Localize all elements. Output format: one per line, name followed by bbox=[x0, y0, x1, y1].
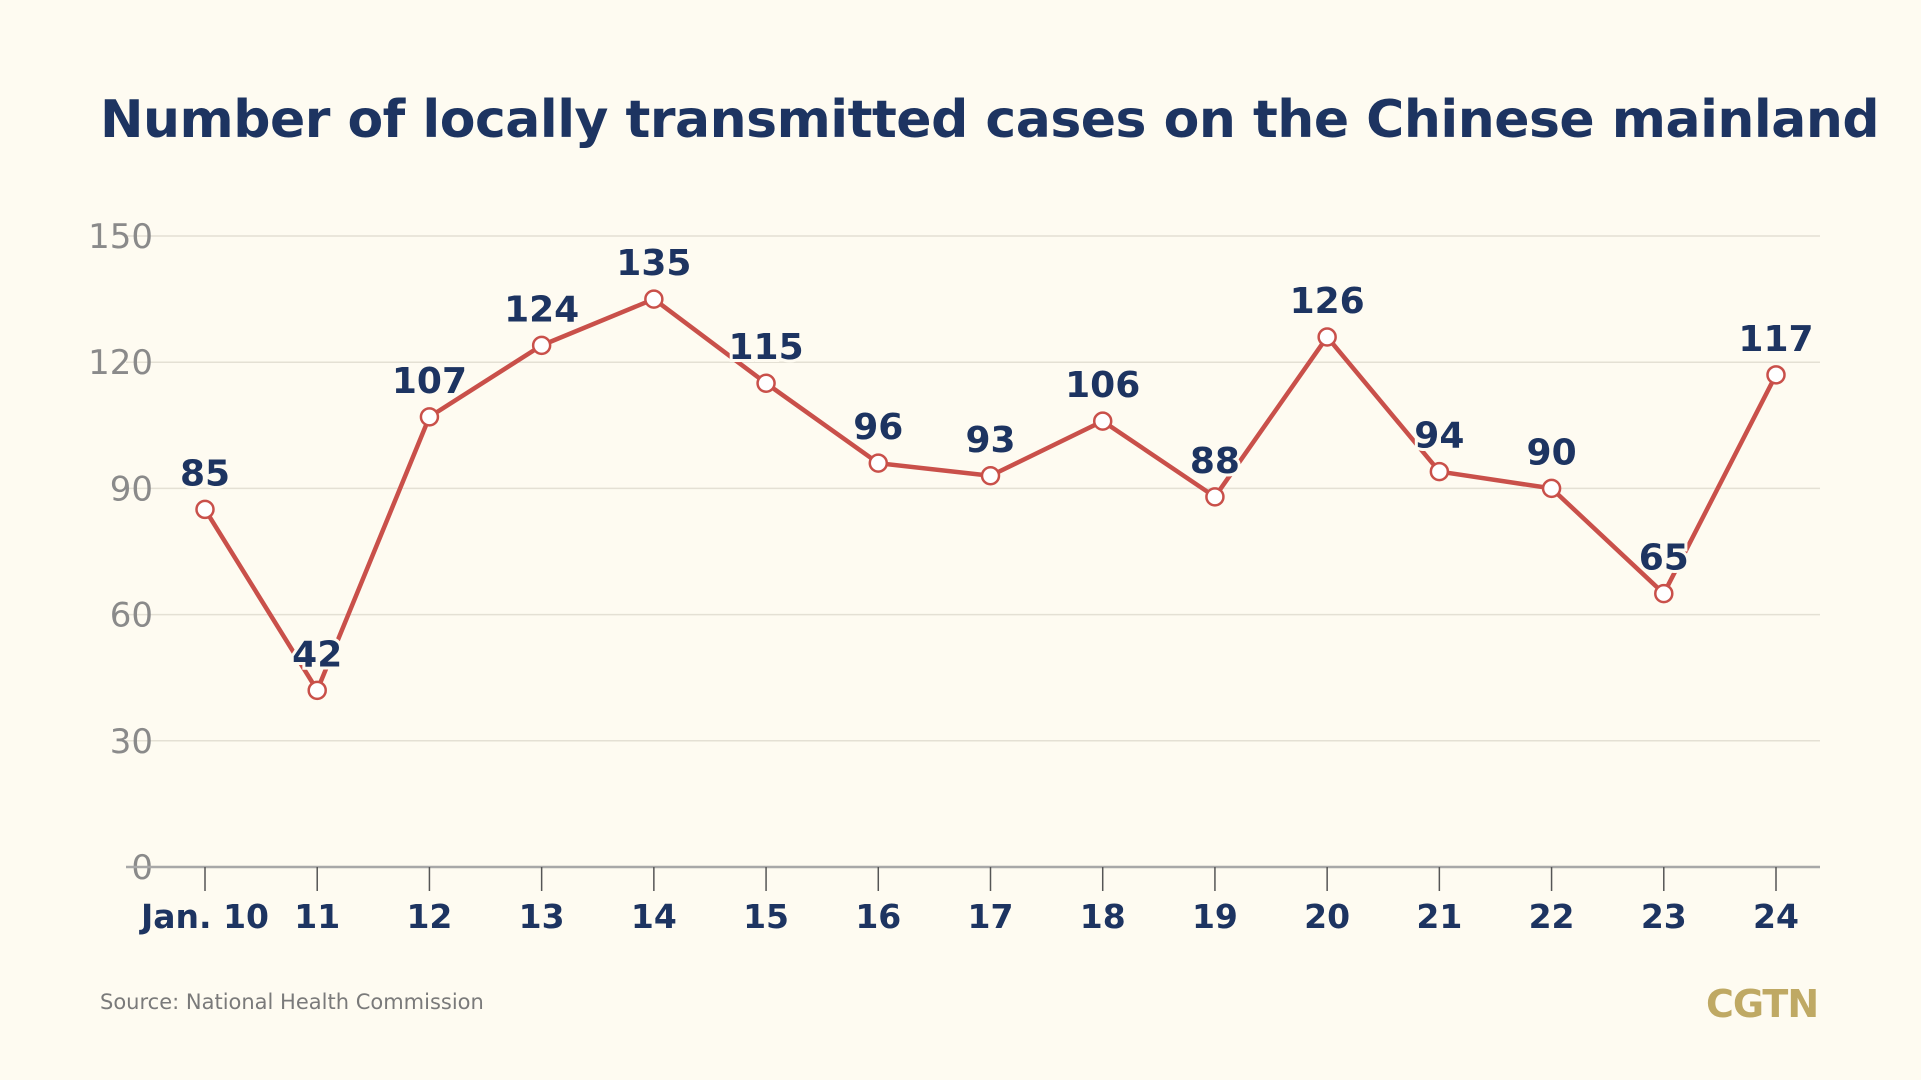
data-label: 88 bbox=[1190, 441, 1240, 482]
data-label: 93 bbox=[965, 420, 1015, 461]
y-tick-label: 150 bbox=[88, 217, 153, 257]
data-point bbox=[980, 466, 1001, 486]
data-label: 115 bbox=[728, 327, 803, 368]
data-point bbox=[1317, 327, 1337, 347]
data-point bbox=[531, 335, 552, 356]
data-point bbox=[644, 289, 664, 309]
x-tick-label: 19 bbox=[1192, 897, 1238, 936]
x-tick-label: 20 bbox=[1304, 897, 1350, 936]
x-tick-label: 13 bbox=[519, 897, 565, 936]
data-point bbox=[195, 499, 215, 520]
data-label: 124 bbox=[504, 289, 579, 330]
data-label: 106 bbox=[1065, 365, 1140, 406]
data-point bbox=[868, 453, 889, 473]
data-point bbox=[1205, 487, 1225, 507]
y-tick-label: 120 bbox=[88, 343, 153, 383]
source-note: Source: National Health Commission bbox=[100, 990, 484, 1014]
data-point bbox=[756, 373, 776, 393]
data-label: 85 bbox=[180, 453, 230, 494]
data-label: 135 bbox=[616, 243, 691, 284]
x-tick-label: Jan. 10 bbox=[139, 897, 269, 936]
x-tick-label: 22 bbox=[1529, 897, 1575, 936]
x-tick-label: 15 bbox=[743, 897, 789, 936]
data-label: 117 bbox=[1738, 319, 1813, 360]
data-label: 94 bbox=[1414, 416, 1464, 457]
y-tick-label: 90 bbox=[110, 469, 153, 509]
x-tick-label: 18 bbox=[1080, 897, 1126, 936]
cgtn-logo: CGTN bbox=[1706, 982, 1819, 1026]
data-label: 42 bbox=[292, 634, 342, 675]
data-label: 65 bbox=[1639, 538, 1689, 579]
x-tick-label: 23 bbox=[1641, 897, 1687, 936]
data-point bbox=[1654, 583, 1674, 604]
x-tick-label: 17 bbox=[968, 897, 1014, 936]
data-point bbox=[307, 680, 327, 701]
data-point bbox=[1541, 478, 1562, 499]
series-line bbox=[203, 296, 1779, 693]
data-label: 107 bbox=[392, 361, 467, 402]
y-tick-label: 60 bbox=[110, 596, 153, 636]
chart-title: Number of locally transmitted cases on t… bbox=[100, 90, 1880, 150]
x-tick-label: 24 bbox=[1753, 897, 1799, 936]
data-label: 90 bbox=[1527, 432, 1577, 473]
x-tick-label: 11 bbox=[294, 897, 340, 936]
data-point bbox=[1766, 365, 1786, 385]
data-point bbox=[1429, 461, 1450, 482]
y-tick-label: 30 bbox=[110, 722, 153, 762]
data-point bbox=[1092, 411, 1113, 431]
data-label: 96 bbox=[853, 407, 903, 448]
x-tick-label: 14 bbox=[631, 897, 677, 936]
data-point bbox=[419, 407, 440, 427]
x-tick-label: 12 bbox=[406, 897, 452, 936]
data-label: 126 bbox=[1290, 281, 1365, 322]
x-tick-label: 21 bbox=[1416, 897, 1462, 936]
x-tick-label: 16 bbox=[855, 897, 901, 936]
